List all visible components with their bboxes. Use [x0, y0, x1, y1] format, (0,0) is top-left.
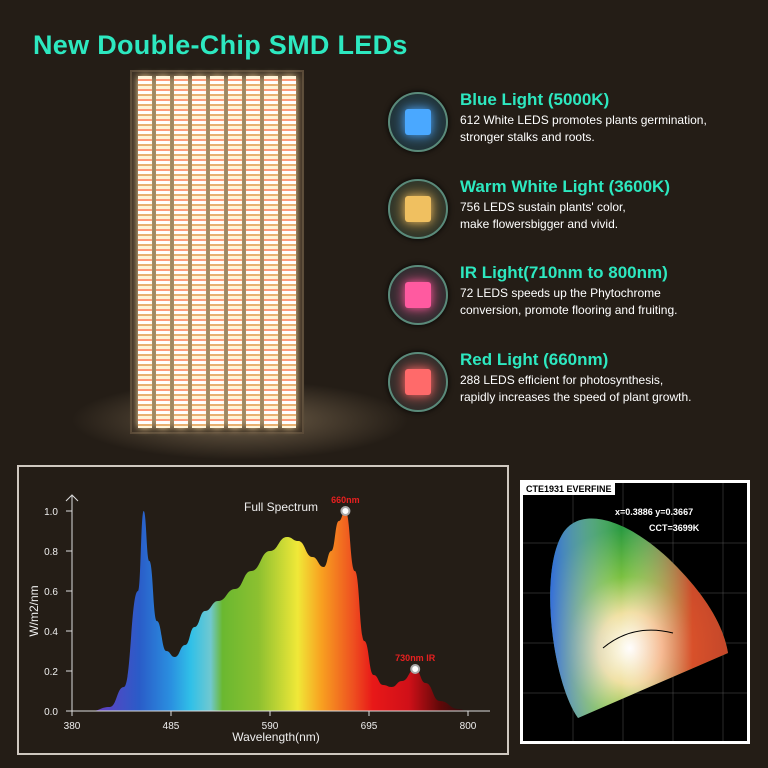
- peak-label: 730nm IR: [395, 653, 436, 663]
- feature-title: Blue Light (5000K): [460, 90, 610, 109]
- x-tick-label: 800: [460, 721, 477, 732]
- peak-marker: [410, 664, 421, 674]
- feature-description-line: 756 LEDS sustain plants' color,: [460, 200, 626, 214]
- x-tick-label: 590: [262, 721, 279, 732]
- led-strip: [282, 76, 296, 428]
- cie-horseshoe: [523, 483, 747, 741]
- cie-coordinates: x=0.3886 y=0.3667: [615, 507, 694, 517]
- chart-title: Full Spectrum: [244, 500, 318, 514]
- feature-description-line: rapidly increases the speed of plant gro…: [460, 390, 692, 404]
- feature-description-line: stronger stalks and roots.: [460, 130, 595, 144]
- y-axis-arrow: [65, 494, 79, 502]
- x-axis-label: Wavelength(nm): [232, 730, 320, 744]
- feature-description-line: conversion, promote flooring and fruitin…: [460, 303, 678, 317]
- cie-cct: CCT=3699K: [649, 523, 700, 533]
- spectrum-area: [90, 511, 468, 711]
- feature-description: 72 LEDS speeds up the Phytochrome convers…: [460, 285, 677, 319]
- led-strip: [210, 76, 224, 428]
- led-strip: [156, 76, 170, 428]
- feature-title: Warm White Light (3600K): [460, 177, 670, 196]
- x-tick-label: 380: [64, 721, 81, 732]
- headline: New Double-Chip SMD LEDs: [33, 30, 408, 60]
- peak-marker: [340, 506, 351, 516]
- y-tick-label: 0.8: [44, 547, 58, 558]
- feature-title: Red Light (660nm): [460, 350, 609, 369]
- led-strip: [192, 76, 206, 428]
- led-strip: [138, 76, 152, 428]
- cie-chromaticity-diagram: CTE1931 EVERFINE x=0.3886 y=0.3667 CCT=3…: [520, 480, 750, 744]
- y-tick-label: 0.0: [44, 707, 58, 718]
- x-tick-label: 695: [361, 721, 378, 732]
- led-strip: [264, 76, 278, 428]
- feature-title: IR Light(710nm to 800nm): [460, 263, 668, 282]
- feature-description-line: 72 LEDS speeds up the Phytochrome: [460, 286, 661, 300]
- led-panel-image: [130, 70, 304, 434]
- cie-label: CTE1931 EVERFINE: [523, 483, 615, 495]
- feature-description: 756 LEDS sustain plants' color, make flow…: [460, 199, 626, 233]
- y-tick-label: 1.0: [44, 507, 58, 518]
- feature-description: 288 LEDS efficient for photosynthesis, ra…: [460, 372, 691, 406]
- ir-chip-icon: [388, 265, 448, 325]
- feature-description-line: 612 White LEDS promotes plants germinati…: [460, 113, 707, 127]
- feature-description: 612 White LEDS promotes plants germinati…: [460, 112, 707, 146]
- red-chip-icon: [388, 352, 448, 412]
- feature-description-line: 288 LEDS efficient for photosynthesis,: [460, 373, 664, 387]
- y-tick-label: 0.2: [44, 667, 58, 678]
- feature-description-line: make flowersbigger and vivid.: [460, 217, 619, 231]
- y-tick-label: 0.4: [44, 627, 58, 638]
- y-axis-label: W/m2/nm: [27, 585, 41, 636]
- blue-chip-icon: [388, 92, 448, 152]
- peak-label: 660nm: [331, 495, 360, 505]
- y-tick-label: 0.6: [44, 587, 58, 598]
- warm-white-chip-icon: [388, 179, 448, 239]
- spectrum-chart-frame: [17, 465, 509, 755]
- x-tick-label: 485: [163, 721, 180, 732]
- led-strip: [246, 76, 260, 428]
- led-strip: [174, 76, 188, 428]
- led-strip: [228, 76, 242, 428]
